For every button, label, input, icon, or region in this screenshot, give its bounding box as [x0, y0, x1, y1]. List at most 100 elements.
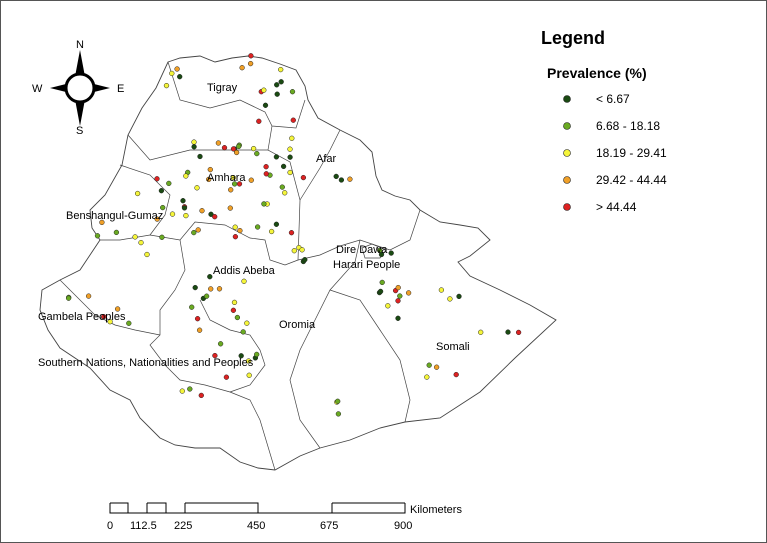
- survey-point: [263, 171, 269, 177]
- survey-point: [228, 187, 234, 193]
- survey-point: [132, 234, 138, 240]
- survey-point: [254, 351, 260, 358]
- survey-point: [65, 295, 72, 301]
- country-outline: [39, 55, 557, 471]
- survey-point: [212, 352, 218, 359]
- survey-point: [378, 251, 385, 258]
- survey-point: [169, 211, 176, 217]
- survey-point: [333, 173, 339, 180]
- prevalence-points: [65, 53, 522, 417]
- survey-point: [262, 102, 269, 108]
- legend-label-0: < 6.67: [596, 92, 630, 106]
- survey-point: [291, 248, 297, 254]
- scale-tick-1: 112.5: [130, 520, 157, 532]
- survey-point: [230, 175, 236, 181]
- survey-point: [240, 329, 246, 335]
- survey-point: [231, 181, 238, 187]
- scale-labels: Kilometers 0 112.5 225 450 675 900: [107, 504, 462, 532]
- survey-point: [385, 303, 391, 309]
- survey-point: [289, 135, 295, 141]
- region-label-gambela: Gambela Peoples: [38, 311, 126, 323]
- scale-tick-5: 900: [394, 520, 412, 532]
- survey-point: [244, 320, 250, 326]
- region-label-afar: Afar: [316, 153, 337, 165]
- survey-point: [207, 166, 213, 173]
- survey-point: [254, 224, 261, 230]
- legend-subtitle: Prevalence (%): [547, 65, 647, 81]
- survey-point: [282, 190, 288, 196]
- survey-point: [227, 205, 233, 211]
- survey-point: [191, 229, 197, 236]
- scale-tick-3: 450: [247, 520, 265, 532]
- survey-point: [232, 224, 238, 230]
- survey-point: [289, 89, 296, 95]
- scale-bar: [109, 502, 406, 514]
- survey-point: [177, 74, 183, 80]
- survey-point: [250, 145, 257, 152]
- survey-point: [101, 314, 107, 320]
- survey-point: [223, 374, 230, 380]
- survey-point: [254, 150, 260, 157]
- survey-point: [263, 164, 269, 170]
- legend-swatch-1: [563, 122, 571, 130]
- survey-point: [195, 227, 201, 233]
- survey-point: [158, 188, 165, 194]
- survey-point: [215, 140, 222, 146]
- region-label-oromia: Oromia: [279, 319, 316, 331]
- survey-point: [94, 233, 101, 239]
- survey-point: [183, 212, 189, 219]
- survey-point: [231, 299, 238, 306]
- survey-point: [192, 284, 198, 291]
- survey-point: [179, 388, 185, 394]
- survey-point: [216, 286, 223, 292]
- legend-swatch-3: [563, 176, 571, 184]
- survey-point: [433, 364, 440, 370]
- survey-point: [426, 362, 432, 368]
- survey-point: [203, 293, 210, 299]
- survey-point: [194, 185, 200, 191]
- survey-point: [248, 177, 254, 183]
- survey-point: [335, 411, 342, 417]
- survey-point: [126, 320, 132, 326]
- survey-point: [230, 307, 237, 313]
- region-label-benshangul: Benshangul-Gumaz: [66, 210, 163, 222]
- survey-point: [268, 228, 275, 235]
- scale-tick-0: 0: [107, 520, 113, 532]
- survey-point: [217, 341, 224, 347]
- survey-point: [239, 65, 245, 71]
- survey-point: [438, 287, 445, 293]
- survey-point: [505, 329, 511, 335]
- survey-point: [273, 221, 280, 227]
- survey-point: [169, 70, 175, 77]
- survey-point: [288, 230, 295, 236]
- survey-point: [278, 66, 284, 73]
- scale-unit: Kilometers: [410, 504, 462, 516]
- survey-point: [273, 154, 280, 160]
- region-labels: Tigray Afar Amhara Benshangul-Gumaz Addi…: [38, 82, 470, 369]
- survey-point: [287, 154, 293, 160]
- region-label-snnp: Southern Nations, Nationalities and Peop…: [38, 357, 254, 369]
- survey-point: [199, 208, 205, 214]
- survey-point: [347, 176, 353, 182]
- survey-point: [447, 296, 453, 302]
- survey-point: [107, 319, 113, 325]
- survey-point: [388, 250, 394, 256]
- region-label-amhara: Amhara: [207, 172, 246, 184]
- survey-point: [208, 211, 214, 217]
- survey-point: [300, 174, 307, 181]
- survey-point: [395, 298, 401, 304]
- survey-point: [280, 163, 287, 170]
- survey-point: [159, 234, 165, 240]
- survey-point: [183, 173, 189, 179]
- survey-point: [144, 251, 150, 258]
- survey-point: [163, 82, 170, 89]
- region-label-tigray: Tigray: [207, 82, 238, 94]
- survey-point: [395, 284, 401, 291]
- legend-label-1: 6.68 - 18.18: [596, 119, 660, 133]
- survey-point: [261, 87, 267, 93]
- region-label-diredawa: Dire Dawa: [336, 244, 388, 256]
- survey-point: [241, 278, 247, 284]
- survey-point: [335, 398, 341, 404]
- survey-point: [248, 53, 254, 59]
- survey-point: [114, 306, 121, 312]
